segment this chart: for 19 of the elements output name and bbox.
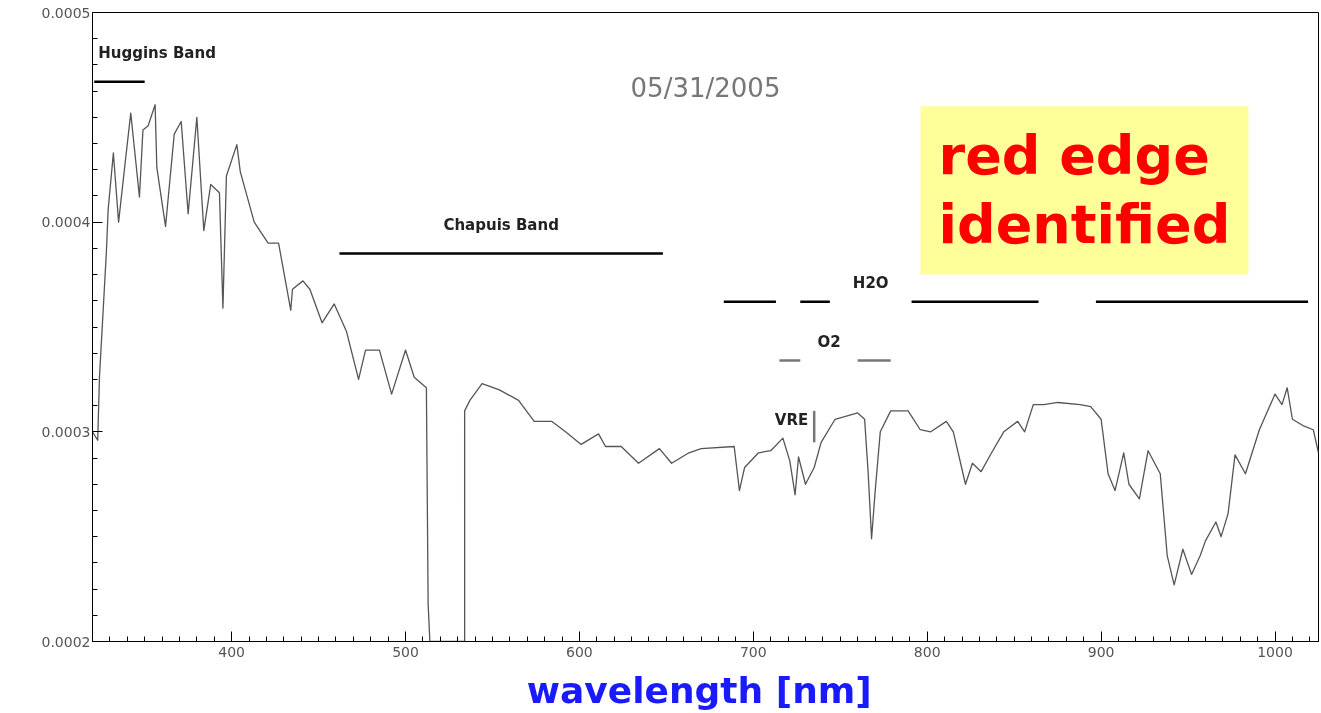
x-tick-label: 700 (739, 643, 767, 660)
series-label: H2O (852, 273, 889, 292)
x-tick-label: 1000 (1257, 643, 1293, 660)
series-label: Chapuis Band (443, 215, 559, 234)
annotation: red edge identified (938, 124, 1231, 257)
annotation: 05/31/2005 (630, 72, 781, 103)
x-tick-label: 500 (392, 643, 419, 660)
y-tick-label: 0.0004 (41, 214, 91, 231)
x-axis-title: wavelength [nm] (526, 669, 872, 711)
series-label: O2 (817, 332, 841, 351)
x-tick-label: 600 (566, 643, 593, 660)
y-tick-label: 0.0005 (41, 4, 91, 21)
x-tick-label: 400 (218, 643, 245, 660)
legend-label: Huggins Band (98, 43, 216, 62)
x-tick-label: 900 (1087, 643, 1115, 660)
y-tick-label: 0.0002 (41, 633, 91, 650)
x-tick-label: 800 (913, 643, 941, 660)
series-label: VRE (774, 410, 809, 429)
y-tick-label: 0.0003 (41, 423, 91, 440)
